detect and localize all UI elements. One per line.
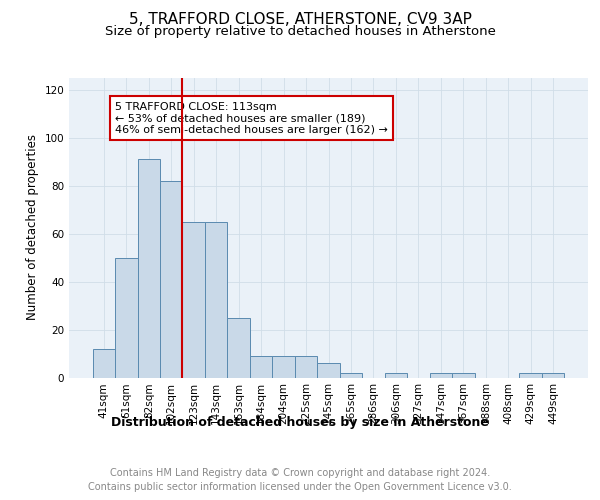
Bar bbox=[250, 356, 272, 378]
Bar bbox=[340, 372, 362, 378]
Bar bbox=[227, 318, 250, 378]
Text: Size of property relative to detached houses in Atherstone: Size of property relative to detached ho… bbox=[104, 25, 496, 38]
Bar bbox=[272, 356, 295, 378]
Bar bbox=[542, 372, 565, 378]
Bar bbox=[205, 222, 227, 378]
Bar bbox=[182, 222, 205, 378]
Text: Contains public sector information licensed under the Open Government Licence v3: Contains public sector information licen… bbox=[88, 482, 512, 492]
Bar bbox=[160, 180, 182, 378]
Bar bbox=[115, 258, 137, 378]
Bar bbox=[317, 363, 340, 378]
Text: 5, TRAFFORD CLOSE, ATHERSTONE, CV9 3AP: 5, TRAFFORD CLOSE, ATHERSTONE, CV9 3AP bbox=[128, 12, 472, 28]
Bar bbox=[137, 159, 160, 378]
Bar bbox=[385, 372, 407, 378]
Text: Contains HM Land Registry data © Crown copyright and database right 2024.: Contains HM Land Registry data © Crown c… bbox=[110, 468, 490, 477]
Y-axis label: Number of detached properties: Number of detached properties bbox=[26, 134, 39, 320]
Bar bbox=[452, 372, 475, 378]
Bar bbox=[430, 372, 452, 378]
Bar bbox=[520, 372, 542, 378]
Bar bbox=[295, 356, 317, 378]
Text: Distribution of detached houses by size in Atherstone: Distribution of detached houses by size … bbox=[111, 416, 489, 429]
Text: 5 TRAFFORD CLOSE: 113sqm
← 53% of detached houses are smaller (189)
46% of semi-: 5 TRAFFORD CLOSE: 113sqm ← 53% of detach… bbox=[115, 102, 388, 134]
Bar bbox=[92, 348, 115, 378]
